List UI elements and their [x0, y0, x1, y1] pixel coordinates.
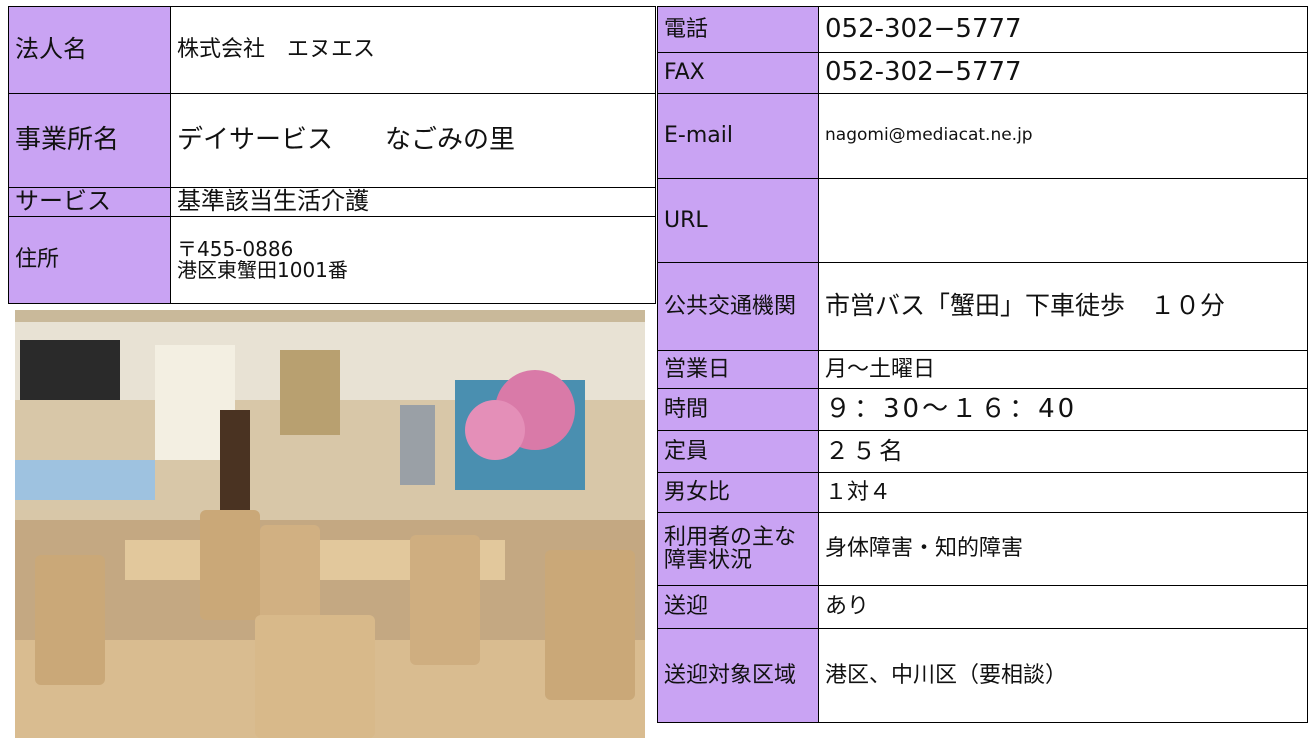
value-cell: 〒455-0886 港区東蟹田1001番: [170, 216, 656, 304]
label-cell: URL: [657, 178, 819, 263]
value-line: 港区東蟹田1001番: [177, 258, 348, 282]
label-cell: 定員: [657, 430, 819, 473]
value-cell: 身体障害・知的障害: [818, 512, 1308, 586]
value-cell: デイサービス なごみの里: [170, 93, 656, 188]
label-cell: 送迎対象区域: [657, 628, 819, 723]
value-line: 〒455-0886: [177, 237, 294, 261]
label-cell: E-mail: [657, 93, 819, 179]
label-cell: FAX: [657, 52, 819, 94]
label-cell: 時間: [657, 388, 819, 431]
label-cell: 営業日: [657, 350, 819, 389]
label-cell: 事業所名: [8, 93, 171, 188]
value-cell: nagomi@mediacat.ne.jp: [818, 93, 1308, 179]
value-cell: 基準該当生活介護: [170, 187, 656, 217]
label-cell: 公共交通機関: [657, 262, 819, 351]
label-cell: 住所: [8, 216, 171, 304]
value-cell: 052-302−5777: [818, 52, 1308, 94]
label-cell: 男女比: [657, 472, 819, 513]
label-cell: サービス: [8, 187, 171, 217]
value-cell: ２５名: [818, 430, 1308, 473]
value-cell: 市営バス「蟹田」下車徒歩 １０分: [818, 262, 1308, 351]
label-cell: 法人名: [8, 6, 171, 94]
value-cell: ９：30〜１６：40: [818, 388, 1308, 431]
value-cell: 052-302−5777: [818, 6, 1308, 53]
value-cell: 月〜土曜日: [818, 350, 1308, 389]
facility-photo: [15, 310, 645, 738]
label-cell: 利用者の主な障害状況: [657, 512, 819, 586]
value-cell: あり: [818, 585, 1308, 629]
label-cell: 送迎: [657, 585, 819, 629]
value-cell: 港区、中川区（要相談）: [818, 628, 1308, 723]
value-cell: [818, 178, 1308, 263]
value-cell: 株式会社 エヌエス: [170, 6, 656, 94]
value-cell: １対４: [818, 472, 1308, 513]
label-cell: 電話: [657, 6, 819, 53]
